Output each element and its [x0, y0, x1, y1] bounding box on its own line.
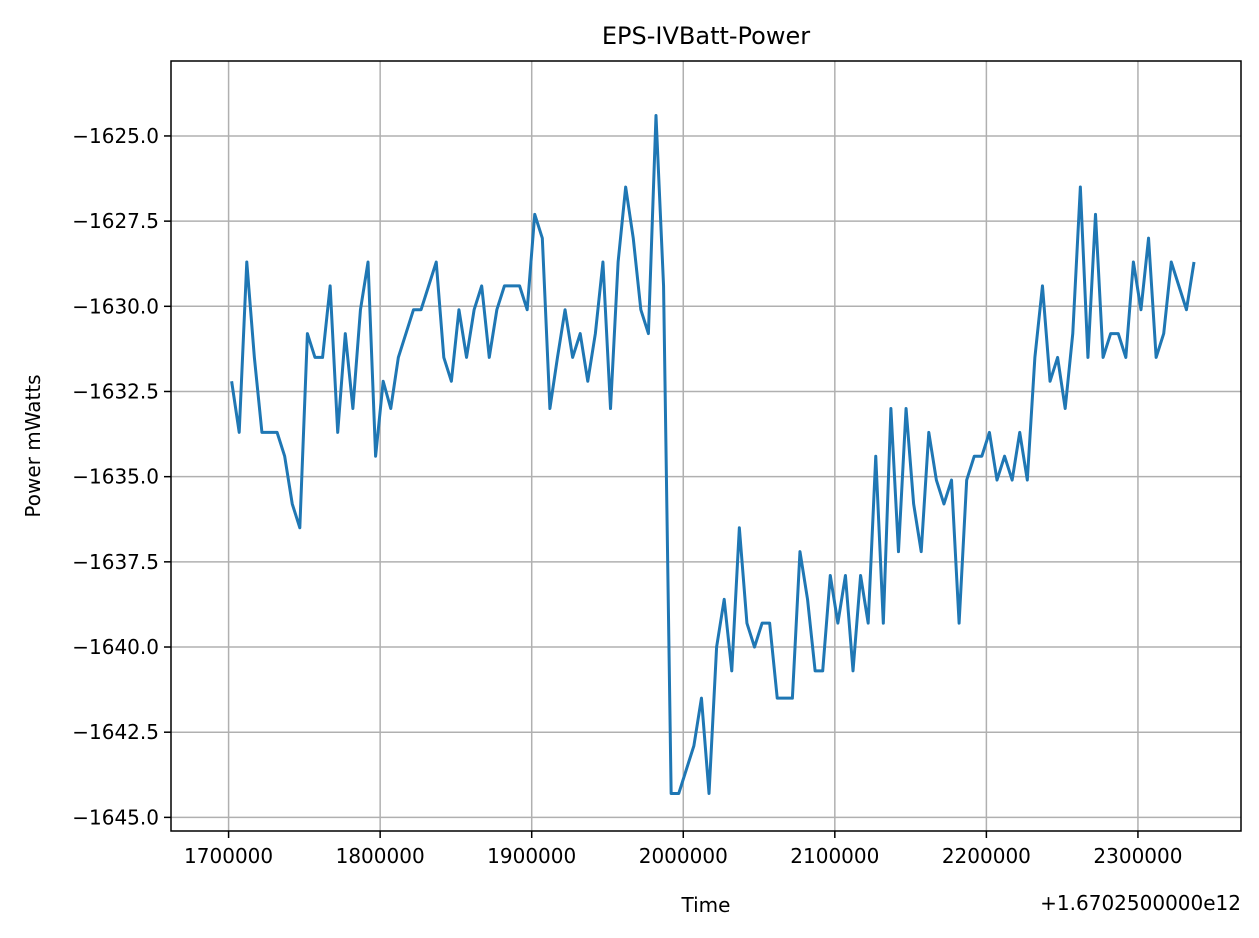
- axes-frame: [170, 60, 1242, 832]
- x-axis-label: Time: [681, 893, 731, 917]
- x-tick-label: 2200000: [942, 844, 1031, 868]
- y-tick-label: −1625.0: [72, 124, 159, 148]
- series-layer: [230, 114, 1196, 796]
- x-tick-label: 1800000: [336, 844, 425, 868]
- x-tick-label: 2000000: [639, 844, 728, 868]
- x-tick-label: 1900000: [487, 844, 576, 868]
- y-tick-label: −1630.0: [72, 294, 159, 318]
- y-axis-label: Power mWatts: [21, 374, 45, 517]
- y-tick-label: −1637.5: [72, 550, 159, 574]
- y-tick-label: −1642.5: [72, 720, 159, 744]
- chart-title: EPS-IVBatt-Power: [602, 22, 810, 50]
- y-tick-label: −1632.5: [72, 379, 159, 403]
- y-tick-label: −1627.5: [72, 209, 159, 233]
- y-tick-label: −1645.0: [72, 805, 159, 829]
- y-tick-label: −1640.0: [72, 635, 159, 659]
- series-line: [230, 114, 1196, 796]
- y-tick-label: −1635.0: [72, 465, 159, 489]
- x-tick-label: 1700000: [184, 844, 273, 868]
- x-axis-offset-text: +1.6702500000e12: [1040, 891, 1241, 915]
- x-tick-label: 2300000: [1093, 844, 1182, 868]
- ticks: 1700000 1800000 1900000 2000000 2100000 22000…: [72, 124, 1182, 868]
- x-tick-label: 2100000: [790, 844, 879, 868]
